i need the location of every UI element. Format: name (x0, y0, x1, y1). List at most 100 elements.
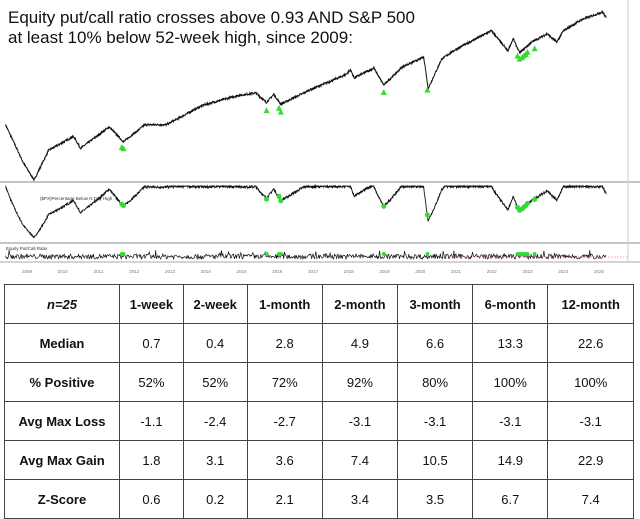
price-line (5, 9, 607, 182)
table-cell: 7.4 (321, 440, 399, 480)
x-tick-label: 2010 (58, 269, 69, 274)
table-cell: -3.1 (547, 401, 634, 441)
signal-marker (120, 145, 127, 152)
table-cell: 13.3 (472, 323, 549, 363)
table-cell: 0.6 (119, 479, 184, 519)
table-cell: 10.5 (396, 440, 474, 480)
signal-marker (525, 252, 530, 256)
table-cell: 22.6 (547, 323, 634, 363)
table-header-row: n=25 1-week 2-week 1-month 2-month 3-month 6-m… (4, 284, 634, 324)
table-cell: 52% (182, 362, 248, 402)
x-tick-label: 2021 (451, 269, 462, 274)
row-label: Avg Max Gain (4, 440, 120, 480)
table-cell: 3.4 (321, 479, 399, 519)
row-label: Z-Score (4, 479, 120, 519)
table-cell: -3.1 (396, 401, 474, 441)
x-tick-label: 2024 (558, 269, 569, 274)
signal-marker (278, 198, 284, 204)
table-cell: -3.1 (472, 401, 549, 441)
column-header: 6-month (472, 284, 549, 324)
table-cell: 0.2 (182, 479, 248, 519)
table-row: Z-Score 0.6 0.2 2.1 3.4 3.5 6.7 7.4 (4, 479, 634, 519)
table-row: Median 0.7 0.4 2.8 4.9 6.6 13.3 22.6 (4, 323, 634, 363)
table-row: % Positive 52% 52% 72% 92% 80% 100% 100% (4, 362, 634, 402)
signal-marker (121, 252, 126, 256)
x-tick-label: 2018 (344, 269, 355, 274)
put-call-line (5, 250, 607, 261)
results-table: n=25 1-week 2-week 1-month 2-month 3-month 6-m… (4, 284, 634, 519)
x-tick-label: 2025 (594, 269, 605, 274)
table-cell: 52% (119, 362, 184, 402)
column-header: 3-month (396, 284, 474, 324)
x-tick-label: 2011 (94, 269, 104, 274)
table-row: Avg Max Gain 1.8 3.1 3.6 7.4 10.5 14.9 22.9 (4, 440, 634, 480)
column-header: 12-month (547, 284, 634, 324)
column-header: 1-week (119, 284, 184, 324)
row-label: Avg Max Loss (4, 401, 120, 441)
table-cell: 92% (321, 362, 399, 402)
chart: ($PX)Percentage Below N Day High Equity P… (0, 0, 640, 274)
column-header: 1-month (246, 284, 323, 324)
signal-marker (277, 108, 284, 115)
x-tick-label: 2009 (22, 269, 33, 274)
x-tick-label: 2019 (379, 269, 390, 274)
signal-marker (532, 196, 538, 202)
x-tick-label: 2017 (308, 269, 319, 274)
table-cell: -1.1 (119, 401, 184, 441)
table-cell: -2.4 (182, 401, 248, 441)
panel-label: ($PX)Percentage Below N Day High (40, 196, 113, 201)
table-cell: 2.8 (246, 323, 323, 363)
signal-marker (121, 203, 127, 209)
x-tick-label: 2020 (415, 269, 426, 274)
row-label: Median (4, 323, 120, 363)
x-tick-label: 2015 (236, 269, 247, 274)
table-cell: -3.1 (321, 401, 399, 441)
signal-marker (424, 212, 430, 218)
table-cell: 3.1 (182, 440, 248, 480)
table-cell: 4.9 (321, 323, 399, 363)
table-cell: 6.7 (472, 479, 549, 519)
signal-marker (276, 193, 282, 199)
table-cell: 0.4 (182, 323, 248, 363)
x-tick-label: 2014 (201, 269, 212, 274)
panel-label: Equity Put/Call Ratio (6, 246, 48, 251)
signal-marker (424, 86, 431, 93)
table-cell: 80% (396, 362, 474, 402)
signal-marker (278, 252, 283, 256)
table-cell: 6.6 (396, 323, 474, 363)
table-cell: 100% (472, 362, 549, 402)
signal-marker (381, 252, 386, 256)
column-header: 2-week (182, 284, 248, 324)
table-cell: 14.9 (472, 440, 549, 480)
signal-marker (531, 45, 538, 52)
table-cell: 3.6 (246, 440, 323, 480)
signal-marker (263, 107, 270, 114)
table-cell: 22.9 (547, 440, 634, 480)
chart-title: Equity put/call ratio crosses above 0.93… (8, 8, 415, 47)
column-header: n=25 (4, 284, 120, 324)
table-cell: 3.5 (396, 479, 474, 519)
signal-marker (532, 252, 537, 256)
x-tick-label: 2013 (165, 269, 176, 274)
table-row: Avg Max Loss -1.1 -2.4 -2.7 -3.1 -3.1 -3.1 -3.1 (4, 401, 634, 441)
x-tick-label: 2016 (272, 269, 283, 274)
drawdown-line (5, 184, 607, 239)
table-cell: 0.7 (119, 323, 184, 363)
signal-marker (524, 48, 531, 55)
signal-marker (380, 88, 387, 95)
signal-marker (381, 203, 387, 209)
signal-marker (264, 252, 269, 256)
row-label: % Positive (4, 362, 120, 402)
x-tick-label: 2023 (522, 269, 533, 274)
x-tick-label: 2022 (487, 269, 498, 274)
table-cell: 100% (547, 362, 634, 402)
table-cell: -2.7 (246, 401, 323, 441)
table-cell: 1.8 (119, 440, 184, 480)
signal-marker (425, 252, 430, 256)
table-cell: 72% (246, 362, 323, 402)
x-tick-label: 2012 (129, 269, 140, 274)
column-header: 2-month (321, 284, 399, 324)
signal-marker (525, 200, 530, 206)
signal-marker (264, 196, 270, 202)
table-cell: 7.4 (547, 479, 634, 519)
